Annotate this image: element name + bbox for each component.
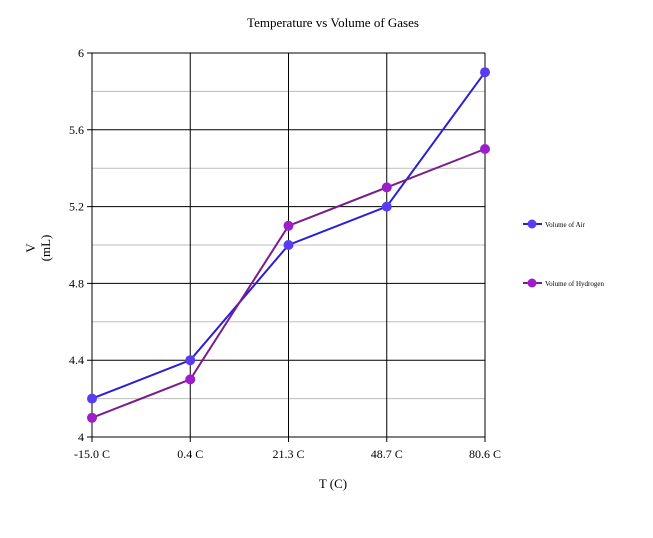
x-axis-label: T (C) [319, 476, 347, 491]
legend-label: Volume of Air [545, 221, 586, 229]
y-tick-label: 5.6 [69, 123, 84, 137]
y-tick-label: 5.2 [69, 200, 84, 214]
y-axis-label-line1: V [23, 243, 38, 253]
data-point [87, 393, 97, 404]
chart-title: Temperature vs Volume of Gases [247, 15, 419, 30]
y-tick-label: 4 [78, 430, 84, 444]
y-axis-label-line2: (mL) [38, 235, 53, 262]
data-point [381, 182, 392, 193]
plot-area: 4 4.4 4.8 5.2 5.6 6 -15.0 C 0.4 C 21.3 C 48.7 C 80… [69, 46, 501, 461]
data-point [185, 355, 196, 366]
legend-label: Volume of Hydrogen [545, 280, 604, 288]
x-tick-label: 48.7 C [371, 447, 403, 461]
x-tick-label: -15.0 C [74, 447, 110, 461]
y-tick-label: 6 [78, 46, 84, 60]
legend-marker [527, 219, 537, 229]
data-point [381, 201, 392, 212]
data-point [480, 144, 490, 154]
y-tick-label: 4.4 [69, 353, 84, 367]
legend: Volume of Air Volume of Hydrogen [523, 219, 604, 288]
data-point [480, 67, 490, 78]
x-tick-label: 21.3 C [272, 447, 304, 461]
data-point [283, 240, 294, 250]
x-tick-label: 0.4 C [177, 447, 203, 461]
data-point [185, 374, 196, 385]
data-point [283, 220, 294, 231]
y-axis-label: V (mL) [23, 235, 53, 262]
legend-marker [527, 278, 537, 288]
y-tick-label: 4.8 [69, 276, 84, 290]
x-tick-label: 80.6 C [469, 447, 501, 461]
data-point [87, 412, 97, 423]
